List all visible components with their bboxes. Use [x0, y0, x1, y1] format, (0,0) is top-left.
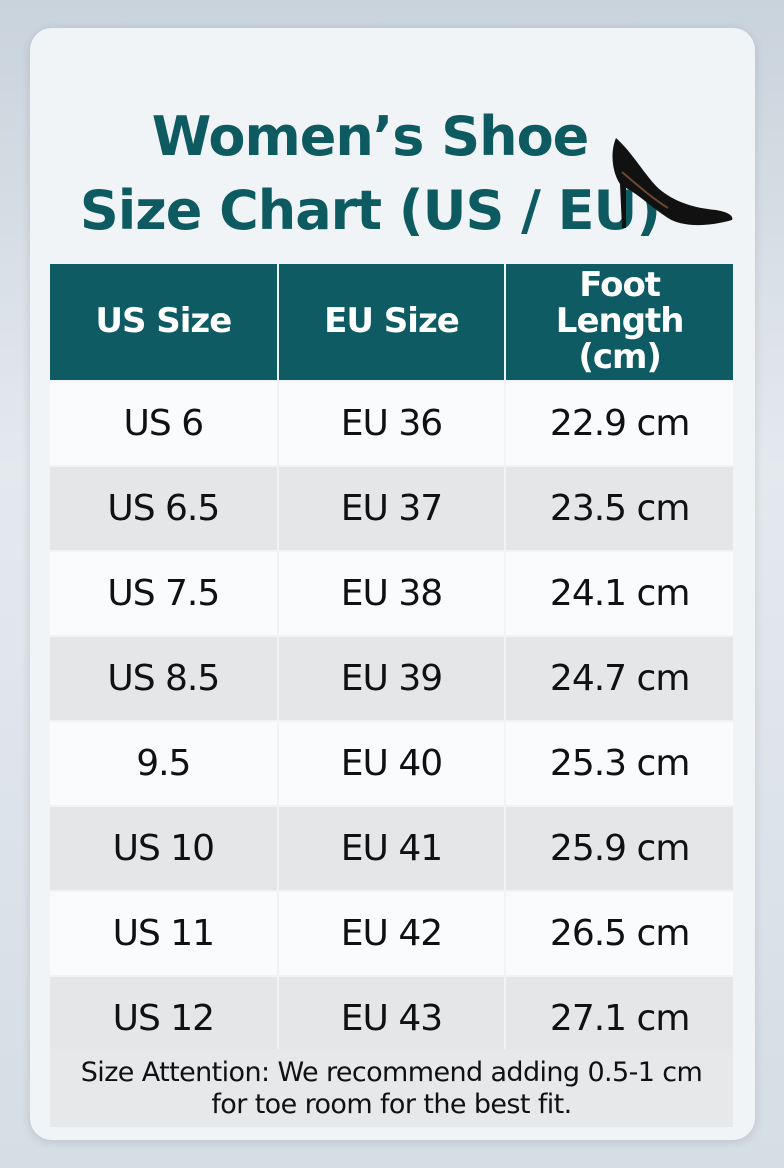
table-row: US 10 EU 41 25.9 cm — [50, 805, 733, 891]
column-header: EU Size — [277, 264, 507, 381]
table-cell: US 11 — [50, 890, 279, 976]
table-cell: EU 41 — [277, 805, 507, 891]
table-cell: EU 39 — [277, 635, 507, 721]
size-table: US Size EU Size Foot Length (cm) US 6 EU 36… — [50, 264, 733, 1060]
table-cell: US 12 — [50, 975, 279, 1060]
table-row: US 11 EU 42 26.5 cm — [50, 890, 733, 976]
title: Women’s Shoe — [151, 105, 590, 168]
header-row: US Size EU Size Foot Length (cm) — [50, 264, 733, 381]
table-row: 9.5 EU 40 25.3 cm — [50, 720, 733, 806]
table-cell: EU 36 — [277, 380, 507, 466]
table-body: US 6 EU 36 22.9 cm US 6.5 EU 37 23.5 cm US 7.5… — [50, 380, 733, 1060]
table-row: US 12 EU 43 27.1 cm — [50, 975, 733, 1060]
table-cell: 24.7 cm — [505, 635, 733, 721]
table-cell: 25.9 cm — [505, 805, 733, 891]
note: Size Attention: We recommend adding 0.5-… — [50, 1049, 733, 1127]
table-cell: EU 40 — [277, 720, 507, 806]
table-cell: EU 37 — [277, 465, 507, 551]
table-cell: US 8.5 — [50, 635, 279, 721]
title: Size Chart (US / EU) — [79, 179, 661, 242]
table-cell: US 6 — [50, 380, 279, 466]
table-cell: 27.1 cm — [505, 975, 733, 1060]
table-cell: 24.1 cm — [505, 550, 733, 636]
table-cell: EU 38 — [277, 550, 507, 636]
table-cell: 22.9 cm — [505, 380, 733, 466]
table-cell: EU 43 — [277, 975, 507, 1060]
table-row: US 6.5 EU 37 23.5 cm — [50, 465, 733, 551]
table-cell: US 6.5 — [50, 465, 279, 551]
table-cell: 25.3 cm — [505, 720, 733, 806]
table-cell: 9.5 — [50, 720, 279, 806]
table-cell: EU 42 — [277, 890, 507, 976]
shoe-icon — [612, 138, 733, 228]
column-header: US Size — [50, 264, 279, 381]
table-cell: US 7.5 — [50, 550, 279, 636]
table-row: US 7.5 EU 38 24.1 cm — [50, 550, 733, 636]
table-cell: 26.5 cm — [505, 890, 733, 976]
column-header: Foot Length (cm) — [505, 264, 733, 381]
table-row: US 6 EU 36 22.9 cm — [50, 380, 733, 466]
table-cell: 23.5 cm — [505, 465, 733, 551]
table-cell: US 10 — [50, 805, 279, 891]
table-row: US 8.5 EU 39 24.7 cm — [50, 635, 733, 721]
